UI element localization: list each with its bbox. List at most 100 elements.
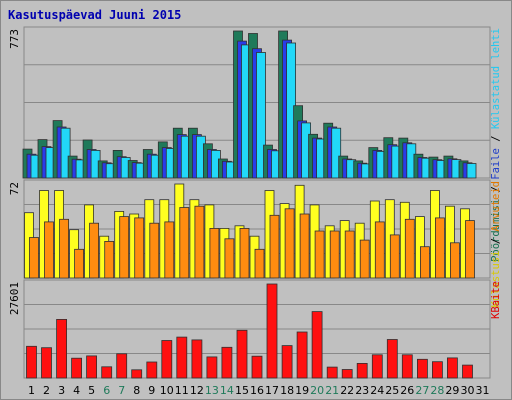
bar-bottom-kbaite-day-8: [131, 369, 143, 379]
panel-middle: 72 Külastusi / Arvuteid: [8, 179, 502, 307]
panel-top-right-label-part: Külastatud lehti: [490, 28, 502, 129]
bar-bottom-kbaite-day-5: [86, 355, 97, 379]
bar-bottom-kbaite-day-19: [296, 331, 308, 379]
x-tick-label: 18: [280, 384, 294, 397]
bar-bottom-kbaite-day-1: [26, 345, 37, 379]
bar-top-külastatud-lehti-day-21: [331, 127, 342, 179]
bar-bottom-kbaite-day-15: [236, 329, 248, 379]
panel-bottom-right-label: KBaite: [490, 281, 502, 319]
panel-bottom-right-label-part: KBaite: [490, 281, 502, 319]
panel-middle-right-label-part: Arvuteid: [490, 181, 502, 232]
x-tick-label: 8: [133, 384, 140, 397]
panel-top-right-label-part: /: [490, 129, 502, 148]
bar-middle-arvuteid-day-12: [194, 205, 205, 279]
bar-bottom-kbaite-day-13: [206, 356, 218, 379]
x-tick-label: 13: [205, 384, 219, 397]
bar-middle-arvuteid-day-27: [419, 246, 430, 279]
chart-title: Kasutuspäevad Juuni 2015: [8, 8, 181, 22]
bar-bottom-kbaite-day-6: [101, 366, 113, 379]
bar-bottom-kbaite-day-27: [416, 358, 428, 379]
x-tick-label: 9: [148, 384, 155, 397]
bar-middle-arvuteid-day-8: [134, 217, 145, 279]
x-tick-label: 20: [310, 384, 324, 397]
x-tick-label: 15: [235, 384, 249, 397]
panel-top-right-label-part: Faile: [490, 148, 502, 180]
bar-middle-arvuteid-day-10: [164, 221, 175, 279]
panel-bottom-ymax-label: 27601: [8, 282, 21, 315]
bar-top-külastatud-lehti-day-16: [256, 52, 266, 179]
bar-bottom-kbaite-day-10: [161, 340, 173, 379]
bar-middle-arvuteid-day-5: [89, 222, 99, 279]
x-tick-label: 1: [28, 384, 35, 397]
x-tick-label: 17: [265, 384, 279, 397]
panel-bottom: 27601 KBaite: [8, 279, 502, 379]
x-tick-label: 29: [445, 384, 459, 397]
bar-bottom-kbaite-day-16: [251, 355, 263, 379]
bar-middle-külastusi-day-29: [444, 205, 455, 279]
bar-middle-arvuteid-day-4: [74, 248, 84, 279]
bar-middle-arvuteid-day-2: [44, 221, 54, 279]
x-tick-label: 21: [325, 384, 339, 397]
bar-middle-arvuteid-day-13: [209, 227, 220, 279]
bar-middle-arvuteid-day-9: [149, 222, 160, 279]
panel-middle-right-label-part: Külastusi: [490, 251, 502, 308]
x-tick-label: 26: [400, 384, 414, 397]
bar-middle-arvuteid-day-7: [119, 216, 130, 279]
x-tick-label: 7: [118, 384, 125, 397]
x-tick-label: 19: [295, 384, 309, 397]
bar-middle-arvuteid-day-15: [239, 227, 250, 279]
bar-bottom-kbaite-day-29: [446, 357, 458, 379]
bar-middle-arvuteid-day-14: [224, 238, 235, 279]
x-tick-label: 6: [103, 384, 110, 397]
bar-bottom-kbaite-day-30: [462, 364, 473, 379]
x-tick-label: 4: [73, 384, 80, 397]
panel-middle-ymax-label: 72: [8, 182, 21, 195]
x-tick-label: 25: [385, 384, 399, 397]
bar-middle-arvuteid-day-11: [179, 207, 190, 279]
bar-bottom-kbaite-day-20: [311, 311, 323, 379]
bar-middle-arvuteid-day-29: [449, 242, 460, 279]
panel-top-right-label-part: /: [490, 180, 502, 199]
bar-middle-arvuteid-day-18: [284, 208, 295, 279]
bar-bottom-kbaite-day-14: [221, 346, 233, 379]
bar-bottom-kbaite-day-22: [341, 369, 353, 379]
x-tick-label: 3: [58, 384, 65, 397]
bar-bottom-kbaite-day-21: [326, 366, 338, 379]
bar-middle-arvuteid-day-22: [344, 230, 355, 279]
x-tick-label: 12: [190, 384, 204, 397]
bar-bottom-kbaite-day-7: [116, 353, 128, 379]
bar-bottom-kbaite-day-17: [266, 283, 278, 379]
bar-middle-arvuteid-day-23: [359, 239, 370, 279]
bar-top-külastatud-lehti-day-3: [60, 127, 71, 179]
bar-middle-arvuteid-day-20: [314, 230, 325, 279]
x-tick-label: 16: [250, 384, 264, 397]
bar-top-külastatud-lehti-day-30: [466, 163, 477, 179]
panel-top-right-label-part: Pöördumisi: [490, 199, 502, 262]
bar-bottom-kbaite-day-9: [146, 361, 158, 379]
bar-bottom-kbaite-day-3: [56, 318, 67, 379]
x-tick-label: 24: [370, 384, 384, 397]
bar-middle-arvuteid-day-6: [104, 240, 115, 279]
panel-middle-right-label: Külastusi / Arvuteid: [490, 181, 502, 307]
bar-bottom-kbaite-day-12: [191, 339, 203, 379]
x-tick-label: 31: [476, 384, 490, 397]
panel-middle-right-label-part: /: [490, 232, 502, 251]
bar-bottom-kbaite-day-23: [356, 362, 368, 379]
bar-middle-arvuteid-day-3: [59, 218, 69, 279]
bar-middle-arvuteid-day-24: [374, 221, 385, 279]
x-tick-label: 27: [415, 384, 429, 397]
x-tick-label: 28: [430, 384, 444, 397]
bar-middle-arvuteid-day-16: [254, 248, 265, 279]
x-tick-label: 2: [43, 384, 50, 397]
bar-bottom-kbaite-day-26: [401, 354, 413, 379]
bar-middle-arvuteid-day-28: [434, 217, 445, 279]
x-tick-label: 30: [461, 384, 475, 397]
bar-bottom-kbaite-day-11: [176, 336, 188, 379]
bar-bottom-kbaite-day-25: [386, 339, 398, 379]
panel-top-right-label: Pöördumisi / Faile / Külastatud lehti: [490, 28, 502, 262]
bar-bottom-kbaite-day-2: [41, 347, 52, 379]
bar-middle-arvuteid-day-30: [465, 220, 475, 279]
panel-top: 773 Pöördumisi / Faile / Külastatud lehti: [8, 26, 502, 262]
bar-middle-arvuteid-day-1: [29, 237, 39, 279]
